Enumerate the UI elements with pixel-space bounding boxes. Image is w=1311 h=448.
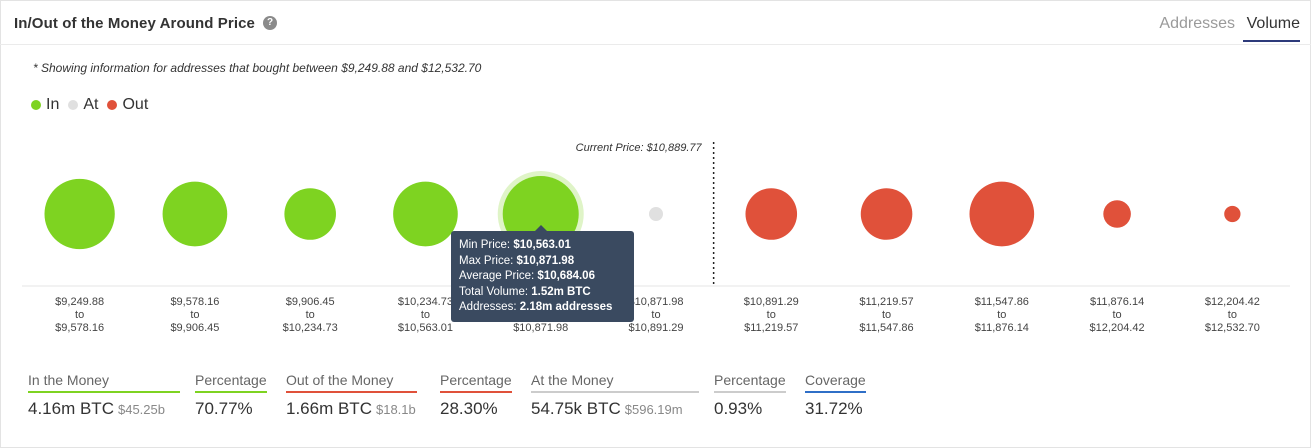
tick-label: $11,876.14 <box>1090 296 1144 308</box>
tick-label: $10,891.29 <box>744 296 799 308</box>
tick-label: $12,532.70 <box>1205 322 1260 334</box>
tick-label: $9,249.88 <box>55 296 104 308</box>
question-circle-icon[interactable]: ? <box>263 16 277 30</box>
tick-label: to <box>997 309 1006 321</box>
tick-label: to <box>306 309 315 321</box>
tick-label: $11,547.86 <box>975 296 1029 308</box>
panel-header: In/Out of the Money Around Price ? Addre… <box>0 0 1311 45</box>
panel-title: In/Out of the Money Around Price <box>14 15 255 32</box>
legend-item-at[interactable]: At <box>68 96 98 114</box>
tick-label: $9,578.16 <box>55 322 104 334</box>
stat-value: 28.30% <box>440 399 498 418</box>
stat-value: 1.66m BTC $18.1b <box>286 399 416 418</box>
legend-label-at: At <box>83 96 99 113</box>
bubble-in[interactable] <box>162 181 228 247</box>
bubble-in[interactable] <box>393 181 458 247</box>
tick-label: $9,906.45 <box>286 296 335 308</box>
stat-sub-value: $596.19m <box>624 402 683 417</box>
tick-label: $10,891.29 <box>628 322 683 334</box>
legend-label-out: Out <box>122 96 149 113</box>
stat-sub-value: $45.25b <box>117 402 165 417</box>
tick-label: to <box>882 309 891 321</box>
bubble-out[interactable] <box>1224 205 1241 223</box>
stat-label: Out of the Money <box>286 372 417 393</box>
tick-label: $12,204.42 <box>1090 322 1145 334</box>
stat-in-the-money: In the Money 4.16m BTC $45.25b <box>28 372 180 419</box>
stat-percentage: Percentage 0.93% <box>714 372 786 419</box>
tick-label: $11,876.14 <box>975 322 1029 334</box>
bubble-out[interactable] <box>860 188 913 240</box>
tick-label: to <box>421 309 430 321</box>
stat-label: Percentage <box>714 372 786 393</box>
stat-label: Percentage <box>440 372 512 393</box>
tick-label: to <box>190 309 199 321</box>
tick-label: $11,219.57 <box>859 296 913 308</box>
stat-percentage: Percentage 28.30% <box>440 372 512 419</box>
stat-label: Percentage <box>195 372 267 393</box>
stat-label: In the Money <box>28 372 180 393</box>
summary-stats: In the Money 4.16m BTC $45.25b Percentage 70… <box>0 372 1311 432</box>
tick-label: to <box>1112 309 1121 321</box>
tooltip-addresses-row: Addresses: 2.18m addresses <box>459 301 613 313</box>
bubble-chart: $9,249.88to$9,578.16$9,578.16to$9,906.45… <box>22 142 1290 334</box>
tooltip-min-row: Min Price: $10,563.01 <box>459 239 571 251</box>
stat-value: 0.93% <box>714 399 763 418</box>
stat-sub-value: $18.1b <box>375 402 416 417</box>
legend-item-in[interactable]: In <box>31 96 59 114</box>
tick-label: to <box>75 309 84 321</box>
stat-label: Coverage <box>805 372 866 393</box>
tick-label: $11,547.86 <box>859 322 913 334</box>
stat-out-of-the-money: Out of the Money 1.66m BTC $18.1b <box>286 372 417 419</box>
tooltip-volume-row: Total Volume: 1.52m BTC <box>459 285 591 298</box>
bubble-at[interactable] <box>649 207 663 221</box>
active-tab-indicator <box>1243 40 1300 42</box>
bubble-out[interactable] <box>969 181 1035 247</box>
stat-at-the-money: At the Money 54.75k BTC $596.19m <box>531 372 699 419</box>
legend-dot-at <box>68 100 79 110</box>
legend-dot-in <box>31 100 41 110</box>
stat-value: 54.75k BTC $596.19m <box>531 399 683 418</box>
stat-value: 31.72% <box>805 399 863 418</box>
tooltip-max-row: Max Price: $10,871.98 <box>459 254 575 267</box>
tick-label: $10,234.73 <box>398 296 453 308</box>
tick-label: to <box>651 309 660 321</box>
tick-label: $10,871.98 <box>628 296 683 308</box>
tick-label: to <box>1228 309 1237 321</box>
legend-item-out[interactable]: Out <box>107 96 148 114</box>
bubble-in[interactable] <box>284 188 336 240</box>
legend-dot-out <box>107 100 118 110</box>
bubble-out[interactable] <box>745 188 798 240</box>
tick-label: $11,219.57 <box>744 322 798 334</box>
tick-label: $9,906.45 <box>170 322 219 334</box>
tick-label: $10,871.98 <box>513 322 568 334</box>
tick-label: $10,563.01 <box>398 322 453 334</box>
bubble-out[interactable] <box>1103 200 1131 228</box>
tab-addresses[interactable]: Addresses <box>1159 15 1235 32</box>
tick-label: $9,578.16 <box>170 296 219 308</box>
stat-coverage: Coverage 31.72% <box>805 372 866 419</box>
tick-label: to <box>767 309 776 321</box>
stat-value: 4.16m BTC $45.25b <box>28 399 165 418</box>
tooltip-avg-row: Average Price: $10,684.06 <box>459 270 595 282</box>
range-note: * Showing information for addresses that… <box>33 61 482 75</box>
stat-label: At the Money <box>531 372 699 393</box>
legend-label-in: In <box>46 96 60 113</box>
tab-volume[interactable]: Volume <box>1246 15 1300 32</box>
bubble-in[interactable] <box>44 178 115 250</box>
stat-percentage: Percentage 70.77% <box>195 372 267 419</box>
tick-label: $10,234.73 <box>283 322 338 334</box>
tick-label: $12,204.42 <box>1205 296 1260 308</box>
legend: In At Out <box>31 96 157 114</box>
current-price-label: Current Price: $10,889.77 <box>576 142 703 154</box>
bubble-tooltip: Min Price: $10,563.01 Max Price: $10,871… <box>451 225 634 322</box>
stat-value: 70.77% <box>195 399 253 418</box>
